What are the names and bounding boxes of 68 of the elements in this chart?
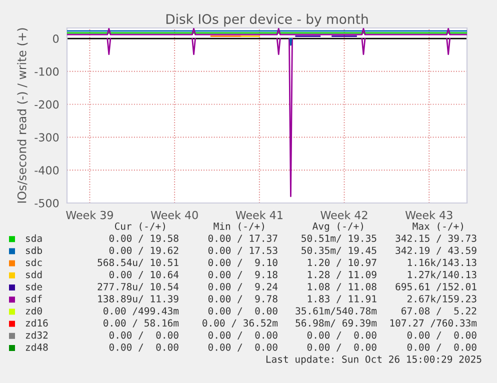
y-tick-label: -400 bbox=[34, 166, 59, 174]
x-tick-label: Week 40 bbox=[150, 210, 198, 220]
legend-label: sdb bbox=[26, 246, 42, 254]
text: 0.00 / 0.00 bbox=[407, 331, 476, 340]
legend-label: zd48 bbox=[26, 343, 48, 351]
y-tick-label: 0 bbox=[53, 34, 59, 43]
text: 0.00 / 9.10 bbox=[208, 258, 278, 267]
text: 1.27k/140.13 bbox=[408, 270, 476, 280]
text: 0.00 / 9.24 bbox=[208, 282, 278, 292]
legend-label: sdc bbox=[26, 258, 42, 266]
text: 0.00 / 17.37 bbox=[208, 234, 278, 243]
legend-label: sdf bbox=[26, 294, 42, 302]
legend-label: sdd bbox=[26, 270, 42, 278]
y-tick-label: -100 bbox=[34, 67, 59, 76]
text: 568.54u/ 10.51 bbox=[98, 258, 178, 267]
text: 67.08 / 5.22 bbox=[402, 307, 476, 316]
y-axis-title: IOs/second read (-) / write (+) bbox=[17, 28, 28, 203]
text: Max (-/+) bbox=[412, 222, 463, 231]
text: 342.19 / 43.59 bbox=[396, 246, 476, 255]
text: Cur (-/+) bbox=[114, 222, 165, 231]
text: Last update: Sun Oct 26 15:00:29 2025 bbox=[266, 355, 482, 365]
text: 50.51m/ 19.35 bbox=[302, 234, 376, 243]
text: 0.00 / 0.00 bbox=[109, 331, 178, 340]
legend-label: zd0 bbox=[26, 307, 42, 315]
text: 0.00 / 9.78 bbox=[208, 295, 278, 304]
legend-label: zd16 bbox=[26, 319, 48, 327]
x-tick-label: Week 42 bbox=[320, 210, 368, 220]
y-tick-label: -500 bbox=[34, 198, 59, 208]
text: 1.08 / 11.08 bbox=[308, 282, 376, 292]
text: 50.35m/ 19.45 bbox=[302, 246, 376, 255]
text: 0.00 / 19.62 bbox=[109, 246, 178, 255]
text: 0.00 / 0.00 bbox=[307, 331, 376, 340]
text: 107.27 /760.33m bbox=[390, 319, 477, 328]
text: Avg (-/+) bbox=[312, 222, 363, 232]
text: 1.28 / 11.09 bbox=[308, 270, 376, 280]
text: 0.00 / 0.00 bbox=[109, 343, 178, 352]
text: 2.67k/159.23 bbox=[407, 294, 476, 304]
text: 695.61 /152.01 bbox=[396, 282, 476, 292]
text: 0.00 / 0.00 bbox=[307, 343, 376, 352]
x-tick-label: Week 43 bbox=[405, 210, 452, 220]
chart-title: Disk IOs per device - by month bbox=[166, 14, 368, 27]
text: 0.00 / 58.16m bbox=[104, 319, 179, 328]
text: 0.00 / 36.52m bbox=[202, 319, 278, 328]
text: 0.00 / 9.18 bbox=[208, 270, 278, 280]
text: 1.83 / 11.91 bbox=[308, 295, 376, 304]
text: 0.00 /499.43m bbox=[104, 307, 179, 316]
text: 0.00 / 17.53 bbox=[208, 246, 278, 255]
text: Min (-/+) bbox=[214, 222, 264, 231]
text: 0.00 / 0.00 bbox=[208, 343, 278, 352]
text: 138.89u/ 11.39 bbox=[98, 295, 178, 304]
y-tick-label: -300 bbox=[34, 133, 59, 142]
legend-label: sde bbox=[26, 282, 42, 290]
text: 0.00 / 19.58 bbox=[109, 234, 178, 243]
legend-label: zd32 bbox=[26, 331, 48, 339]
text: 0.00 / 0.00 bbox=[208, 307, 278, 316]
text: 56.98m/ 69.39m bbox=[296, 319, 377, 328]
text: 342.15 / 39.73 bbox=[396, 234, 476, 243]
text: 35.61m/540.78m bbox=[296, 307, 377, 316]
legend-label: sda bbox=[26, 234, 42, 242]
text: 0.00 / 10.64 bbox=[109, 270, 179, 280]
text: 0.00 / 0.00 bbox=[208, 331, 278, 340]
y-tick-label: -200 bbox=[34, 100, 59, 109]
x-tick-label: Week 39 bbox=[66, 210, 113, 220]
x-tick-label: Week 41 bbox=[236, 210, 282, 220]
text: 0.00 / 0.00 bbox=[407, 343, 476, 352]
text: 277.78u/ 10.54 bbox=[98, 282, 179, 292]
text: 1.20 / 10.97 bbox=[308, 258, 376, 267]
text: 1.16k/143.13 bbox=[408, 258, 476, 267]
